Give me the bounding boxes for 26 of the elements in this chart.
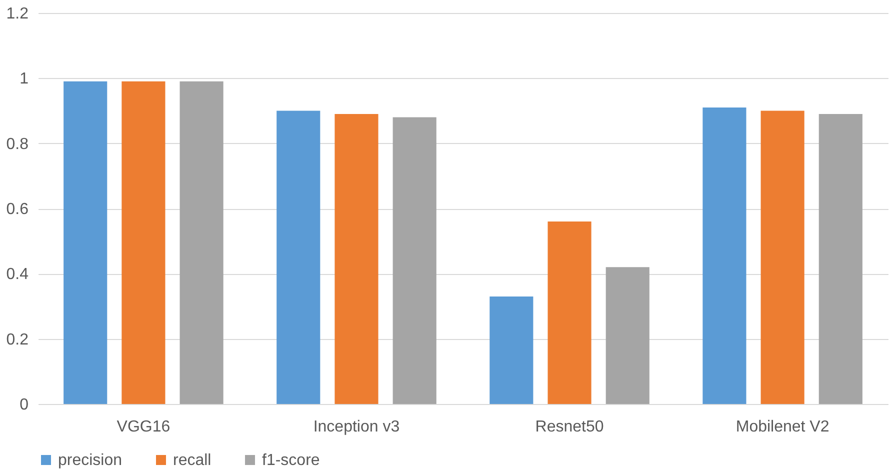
legend-label: f1-score xyxy=(262,452,320,469)
bar xyxy=(760,110,804,404)
y-tick-label: 0.4 xyxy=(6,266,29,284)
bar xyxy=(702,107,746,404)
bar xyxy=(392,117,436,404)
y-tick-label: 0.2 xyxy=(6,331,29,348)
bar xyxy=(606,267,650,404)
x-tick-label: Mobilenet V2 xyxy=(736,418,830,436)
y-tick-label: 0 xyxy=(20,396,29,414)
bar xyxy=(548,222,592,404)
y-tick-label: 0.6 xyxy=(6,201,29,218)
x-tick-label: Inception v3 xyxy=(313,418,400,436)
y-tick-label: 1 xyxy=(20,70,29,88)
x-tick-label: VGG16 xyxy=(116,418,170,436)
y-tick-label: 0.8 xyxy=(6,136,29,153)
y-tick-label: 1.2 xyxy=(6,6,29,22)
bar xyxy=(122,81,166,404)
x-tick-label: Resnet50 xyxy=(535,418,604,436)
legend-label: recall xyxy=(173,452,212,469)
bar xyxy=(490,296,534,404)
bar xyxy=(180,81,224,404)
bar xyxy=(64,81,108,404)
bar xyxy=(276,110,320,404)
legend-label: precision xyxy=(58,452,122,469)
bar xyxy=(334,114,378,404)
bar xyxy=(818,114,862,404)
